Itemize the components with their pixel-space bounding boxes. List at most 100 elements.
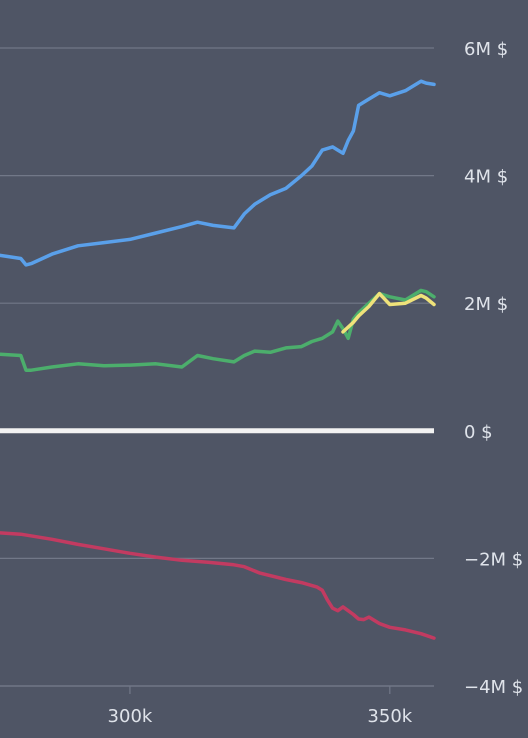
data-point <box>432 303 436 306</box>
data-point <box>300 174 303 177</box>
series-1 <box>0 288 436 372</box>
data-point <box>378 622 381 625</box>
series-0 <box>0 79 436 267</box>
data-point <box>331 607 334 610</box>
data-point <box>404 628 407 632</box>
data-point <box>76 543 80 546</box>
data-point <box>128 552 132 555</box>
data-point <box>24 263 28 267</box>
y-axis-tick-labels: 6M $ 4M $ 2M $ 0 $ −2M $ −4M $ <box>464 39 523 698</box>
data-point <box>378 91 381 94</box>
data-point <box>128 238 132 241</box>
y-tick-label: 0 $ <box>464 422 493 443</box>
data-point <box>0 353 2 356</box>
data-point <box>367 97 371 101</box>
data-point <box>180 225 184 228</box>
data-point <box>357 314 360 318</box>
data-point <box>336 148 339 152</box>
data-point <box>19 533 22 536</box>
data-point <box>196 354 199 357</box>
data-point <box>432 636 436 640</box>
data-point <box>425 290 428 293</box>
data-point <box>367 615 371 619</box>
data-point <box>284 187 288 190</box>
data-point <box>180 559 184 562</box>
y-tick-label: 2M $ <box>464 294 508 315</box>
data-point <box>331 330 334 334</box>
data-point <box>253 203 256 206</box>
data-point <box>425 81 428 85</box>
data-point <box>352 129 355 133</box>
data-point <box>300 581 303 584</box>
data-point <box>154 555 158 559</box>
x-tick-label: 350k <box>367 706 412 727</box>
data-point <box>258 571 262 575</box>
x-axis-tick-labels: 300k 350k <box>108 706 413 727</box>
data-point <box>154 231 158 235</box>
data-point <box>50 365 54 369</box>
data-point <box>232 226 236 230</box>
data-point <box>321 337 324 340</box>
data-point <box>196 221 199 224</box>
data-point <box>211 357 215 360</box>
series-line <box>341 291 436 334</box>
data-point <box>326 598 329 602</box>
data-point <box>432 295 436 298</box>
data-point <box>269 351 272 354</box>
data-point <box>50 252 54 256</box>
data-point <box>341 605 345 609</box>
data-point <box>315 585 319 589</box>
data-point <box>253 349 256 353</box>
data-point <box>232 360 236 364</box>
data-point <box>347 609 350 612</box>
series-line <box>0 79 436 267</box>
data-point <box>310 340 314 343</box>
data-point <box>341 330 345 334</box>
data-point <box>362 618 365 621</box>
data-point <box>378 292 381 295</box>
data-point <box>404 89 407 92</box>
data-point <box>357 617 360 621</box>
data-point <box>404 302 407 305</box>
data-point <box>321 148 324 152</box>
data-point <box>419 294 423 297</box>
data-point <box>211 224 215 227</box>
data-point <box>336 319 339 323</box>
data-point <box>331 145 334 149</box>
data-point <box>243 565 246 568</box>
data-point <box>154 362 158 365</box>
data-point <box>50 538 54 541</box>
data-point <box>243 354 246 357</box>
y-tick-label: 4M $ <box>464 167 508 188</box>
y-tick-label: −4M $ <box>464 677 523 698</box>
x-tick-label: 300k <box>108 706 153 727</box>
data-point <box>102 241 106 244</box>
data-point <box>341 152 345 155</box>
data-point <box>425 296 428 300</box>
data-point <box>102 547 106 550</box>
data-point <box>388 295 391 298</box>
data-point <box>206 561 210 564</box>
y-tick-label: 6M $ <box>464 39 508 60</box>
data-point <box>243 212 246 216</box>
series-3 <box>0 531 436 640</box>
series-lines <box>0 79 436 640</box>
data-point <box>367 305 371 308</box>
data-point <box>102 364 106 367</box>
data-point <box>352 613 355 616</box>
data-point <box>269 193 272 196</box>
data-point <box>347 139 350 142</box>
data-point <box>300 345 303 348</box>
data-point <box>404 298 407 302</box>
grid-lines <box>0 47 434 694</box>
series-2 <box>341 291 436 334</box>
data-point <box>357 104 360 107</box>
data-point <box>76 362 80 365</box>
data-point <box>347 337 350 340</box>
data-point <box>30 262 33 265</box>
data-point <box>336 609 339 612</box>
data-point <box>0 254 2 257</box>
y-tick-label: −2M $ <box>464 549 523 570</box>
